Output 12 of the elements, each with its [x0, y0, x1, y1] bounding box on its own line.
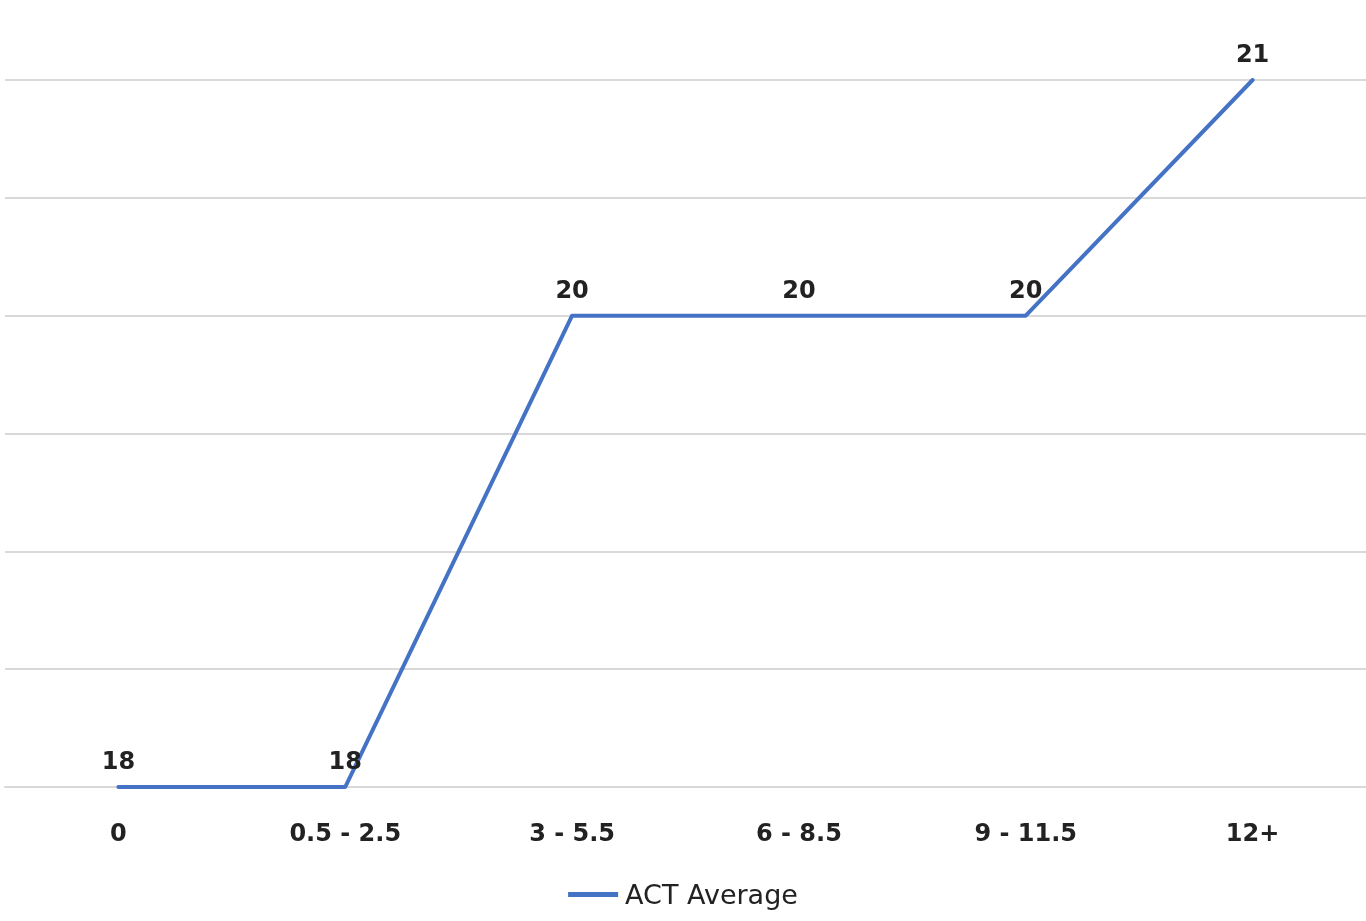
data-label: 20	[555, 275, 589, 304]
x-tick-label: 0	[110, 819, 127, 847]
legend-label: ACT Average	[625, 879, 798, 910]
data-label: 20	[782, 275, 816, 304]
x-tick-label: 6 - 8.5	[755, 819, 842, 847]
x-tick-label: 9 - 11.5	[974, 819, 1078, 847]
data-label: 18	[101, 747, 136, 775]
x-tick-label: 0.5 - 2.5	[289, 819, 402, 847]
data-label: 20	[1009, 275, 1043, 304]
data-label: 21	[1235, 40, 1270, 68]
x-tick-label: 3 - 5.5	[529, 819, 616, 847]
x-tick-label: 12+	[1225, 819, 1280, 847]
